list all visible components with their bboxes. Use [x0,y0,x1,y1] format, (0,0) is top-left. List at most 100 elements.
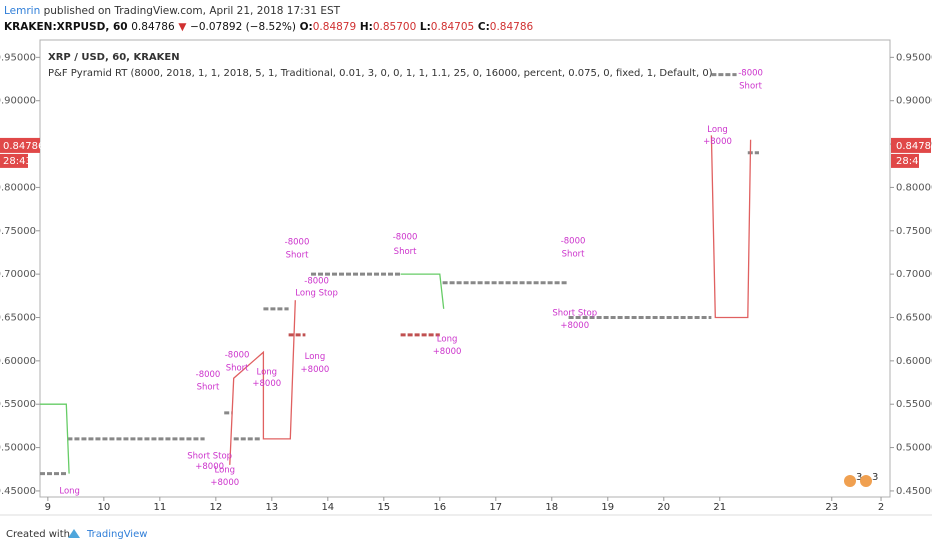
footer-text: Created with [6,529,70,540]
price-badge-label: 0.84786 [3,141,44,152]
y-tick-label: 0.45000 [896,486,932,497]
plot-frame [39,39,891,498]
chart-title: XRP / USD, 60, KRAKEN [48,52,180,63]
x-tick-label: 15 [377,502,390,513]
signal-label: Short [739,81,762,91]
ohlc-label: H: [360,21,373,33]
ohlc-value: 0.85700 [373,21,416,33]
x-tick-label: 2 [878,502,884,513]
signal-label: Long [256,368,277,378]
price-badge-label: 0.84786 [896,141,932,152]
ohlc: O:0.84879 H:0.85700 L:0.84705 C:0.84786 [300,21,534,33]
y-tick-label: 0.70000 [896,269,932,280]
signal-label: Short [394,247,417,257]
header-line: Lemrin published on TradingView.com, Apr… [4,5,341,17]
price-line [400,273,445,309]
signal-label: -8000 [285,238,310,248]
signal-label: +8000 [301,365,330,375]
x-tick-label: 20 [657,502,670,513]
x-tick-label: 12 [209,502,222,513]
countdown-badge [891,153,919,168]
signal-label: -8000 [393,232,418,242]
y-tick-label: 0.75000 [896,226,932,237]
y-tick-label: 0.75000 [0,226,36,237]
countdown-badge [0,153,28,168]
signal-label: +8000 [252,379,281,389]
y-tick-label: 0.90000 [0,96,36,107]
x-tick-label: 14 [321,502,334,513]
symbol: KRAKEN:XRPUSD, 60 [4,21,128,33]
ohlc-value: 0.84705 [431,21,474,33]
change: −0.07892 (−8.52%) [190,21,296,33]
signal-label: Long [214,466,235,476]
ohlc-value: 0.84879 [313,21,356,33]
ohlc-value: 0.84786 [490,21,534,33]
x-tick-label: 10 [97,502,110,513]
signal-label: -8000 [196,370,221,380]
y-tick-label: 0.80000 [896,182,932,193]
x-tick-label: 19 [601,502,614,513]
badge-count: 3 [872,472,878,483]
badge-icon [860,475,872,487]
badge-count: 3 [856,472,862,483]
y-tick-label: 0.55000 [896,399,932,410]
y-tick-label: 0.65000 [896,312,932,323]
y-tick-label: 0.50000 [0,443,36,454]
y-tick-label: 0.60000 [896,356,932,367]
signal-label: Short [286,251,309,261]
x-tick-label: 13 [265,502,278,513]
y-tick-label: 0.70000 [0,269,36,280]
y-tick-label: 0.50000 [896,443,932,454]
badge-icon [844,475,856,487]
ohlc-label: O: [300,21,313,33]
signal-label: +8000 [433,347,462,357]
x-tick-label: 17 [489,502,502,513]
price-line [710,135,752,319]
countdown: 28:43 [896,156,925,167]
ohlc-label: L: [420,21,431,33]
signal-label: -8000 [225,350,250,360]
signal-label: Short [562,250,585,260]
signal-label: -8000 [561,237,586,247]
signal-label: Short [197,382,220,392]
published: published on TradingView.com, April 21, … [44,5,341,17]
logo [68,529,80,538]
x-tick-label: 16 [433,502,446,513]
signal-label: Long Stop [295,289,338,299]
signal-label: +8000 [195,462,224,472]
x-tick-label: 23 [825,502,838,513]
indicator-label: P&F Pyramid RT (8000, 2018, 1, 1, 2018, … [48,68,713,79]
y-tick-label: 0.80000 [0,182,36,193]
author[interactable]: Lemrin [4,5,40,17]
price-badge [891,137,931,153]
signal-label: Long [437,335,458,345]
price: 0.84786 [131,21,175,33]
y-tick-label: 0.95000 [0,52,36,63]
signal-label: Short Stop [552,309,597,319]
ohlc-label: C: [478,21,490,33]
symbol-line: KRAKEN:XRPUSD, 60 0.84786 ▼ −0.07892 (−8… [4,21,534,33]
footer-brand[interactable]: TradingView [86,529,147,540]
y-tick-label: 0.95000 [896,52,932,63]
signal-label: -8000 [738,68,763,78]
x-tick-label: 9 [45,502,51,513]
y-tick-label: 0.55000 [0,399,36,410]
signal-label: -8000 [304,277,329,287]
price-line [40,403,70,474]
x-tick-label: 21 [713,502,726,513]
x-tick-label: 11 [153,502,166,513]
signal-label: Long [305,352,326,362]
x-tick-label: 18 [545,502,558,513]
price-badge [0,137,40,153]
signal-label: Short Stop [187,452,232,462]
signal-label: +8000 [560,321,589,331]
signal-label: Long [59,486,80,496]
change-arrow: ▼ [178,21,187,33]
signal-label: Long [707,125,728,135]
price-line [229,300,296,465]
signal-label: Short [226,363,249,373]
countdown: 28:43 [3,156,32,167]
y-tick-label: 0.60000 [0,356,36,367]
